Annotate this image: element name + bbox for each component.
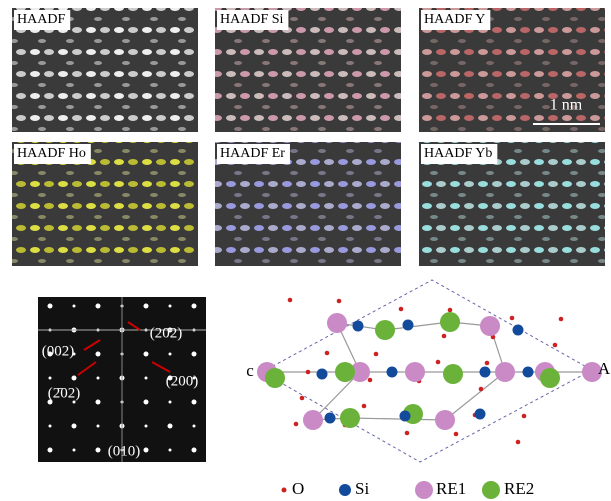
oxygen xyxy=(553,343,558,348)
diffraction-label: (2̄02) xyxy=(48,385,81,401)
spot xyxy=(49,425,52,428)
oxygen xyxy=(516,440,521,445)
diffraction-label: (202) xyxy=(150,325,183,341)
oxygen xyxy=(510,316,515,321)
spot xyxy=(49,377,52,380)
crystal-structure: c A xyxy=(246,280,611,462)
bond xyxy=(350,418,445,420)
atom-si xyxy=(400,411,411,422)
spot xyxy=(169,353,172,356)
spot xyxy=(168,424,173,429)
oxygen xyxy=(454,432,459,437)
spot xyxy=(96,352,101,357)
oxygen xyxy=(485,361,490,366)
atom-si xyxy=(480,367,491,378)
legend-label: RE1 xyxy=(436,479,466,498)
atom-re2 xyxy=(440,312,460,332)
oxygen xyxy=(559,317,564,322)
spot xyxy=(169,305,172,308)
scale-label: 1 nm xyxy=(550,97,583,114)
oxygen xyxy=(362,404,367,409)
axis-label: A xyxy=(598,359,611,378)
atom-si xyxy=(403,320,414,331)
spot xyxy=(96,304,101,309)
oxygen xyxy=(436,360,441,365)
legend-label: O xyxy=(292,479,304,498)
spot xyxy=(72,424,77,429)
oxygen xyxy=(368,378,373,383)
oxygen xyxy=(479,387,484,392)
atom-si xyxy=(513,325,524,336)
oxygen xyxy=(337,299,342,304)
oxygen xyxy=(306,370,311,375)
panel-label: HAADF Er xyxy=(220,146,285,161)
panel-label: HAADF Si xyxy=(220,12,284,27)
spot xyxy=(96,400,101,405)
spot xyxy=(48,448,53,453)
diffraction-label: (200) xyxy=(166,373,199,389)
axis-label: c xyxy=(246,361,254,380)
panel-label: HAADF Y xyxy=(424,12,485,27)
diffraction-label: (002) xyxy=(42,343,75,359)
atom-re2 xyxy=(335,362,355,382)
atom-si xyxy=(317,369,328,380)
spot xyxy=(192,400,197,405)
spot xyxy=(48,304,53,309)
oxygen xyxy=(448,308,453,313)
spot xyxy=(169,401,172,404)
atom-re2 xyxy=(443,364,463,384)
oxygen xyxy=(300,396,305,401)
spot xyxy=(144,352,149,357)
legend-label: RE2 xyxy=(504,479,534,498)
atom-re2 xyxy=(340,408,360,428)
spot xyxy=(145,377,148,380)
spot xyxy=(192,352,197,357)
atom-si xyxy=(325,413,336,424)
legend: O Si RE1 RE2 xyxy=(282,479,535,499)
spot xyxy=(97,425,100,428)
spot xyxy=(72,376,77,381)
spot xyxy=(96,448,101,453)
spot xyxy=(145,425,148,428)
spot xyxy=(73,449,76,452)
atom-si xyxy=(475,409,486,420)
atom-si xyxy=(353,321,364,332)
panel-label: HAADF Ho xyxy=(17,146,86,161)
oxygen xyxy=(399,307,404,312)
atom-re2 xyxy=(540,368,560,388)
oxygen xyxy=(294,422,299,427)
spot xyxy=(73,305,76,308)
spot xyxy=(144,400,149,405)
spot xyxy=(192,448,197,453)
atom-si xyxy=(387,367,398,378)
oxygen xyxy=(405,431,410,436)
spot xyxy=(192,304,197,309)
panel-label: HAADF xyxy=(17,12,65,27)
figure: HAADF HAADF Si HAADF Y HAADF Ho HAADF Er HAAD… xyxy=(0,0,611,501)
atom-re1 xyxy=(327,313,347,333)
atom-re1 xyxy=(480,316,500,336)
spot xyxy=(144,304,149,309)
spot xyxy=(169,449,172,452)
oxygen xyxy=(442,334,447,339)
spot xyxy=(144,448,149,453)
diffraction-label: (010) xyxy=(108,443,141,459)
spot xyxy=(193,425,196,428)
diffraction-pattern: (202) (002) (2̄02) (200) (010) xyxy=(38,297,206,462)
oxygen xyxy=(325,351,330,356)
oxygen xyxy=(374,352,379,357)
atom-re1 xyxy=(495,362,515,382)
oxygen xyxy=(522,414,527,419)
atom-si xyxy=(523,367,534,378)
oxygen xyxy=(288,298,293,303)
legend-label: Si xyxy=(355,479,369,498)
atom-re1 xyxy=(405,362,425,382)
atom-re2 xyxy=(375,320,395,340)
atom-re2 xyxy=(265,368,285,388)
spot xyxy=(97,377,100,380)
atom-re1 xyxy=(303,410,323,430)
panel-label: HAADF Yb xyxy=(424,146,492,161)
atom-re1 xyxy=(435,410,455,430)
